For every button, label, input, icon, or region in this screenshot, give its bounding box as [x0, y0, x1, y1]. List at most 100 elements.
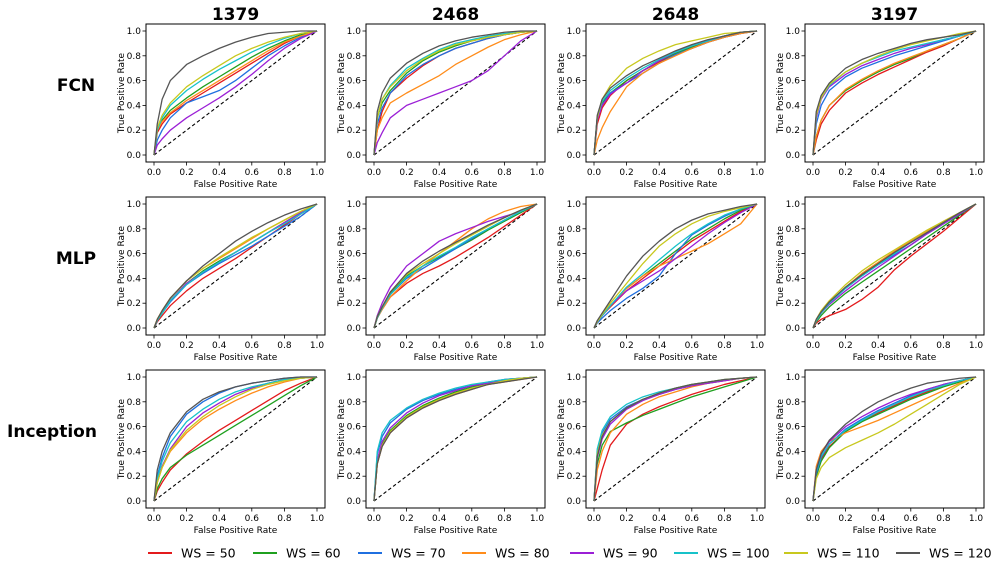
x-tick-label: 0.6 [465, 341, 480, 351]
x-axis-label: False Positive Rate [414, 526, 498, 536]
x-tick-label: 1.0 [310, 341, 325, 351]
plot-frame [804, 23, 985, 163]
x-tick-label: 0.6 [685, 341, 700, 351]
x-tick-label: 0.4 [871, 341, 886, 351]
x-tick-label: 0.0 [587, 168, 602, 178]
chance-line [593, 30, 758, 156]
roc-curve-ws-110 [373, 30, 538, 156]
y-tick-label: 0.4 [786, 101, 801, 111]
chance-line [593, 203, 758, 329]
plot-frame [365, 369, 546, 509]
y-tick-label: 0.4 [347, 101, 362, 111]
y-tick-label: 1.0 [127, 27, 142, 37]
roc-curve-ws-80 [153, 30, 318, 156]
x-tick-label: 0.0 [367, 168, 382, 178]
x-tick-label: 1.0 [530, 341, 545, 351]
y-tick-label: 0.0 [567, 151, 582, 161]
roc-curve-ws-100 [153, 30, 318, 156]
roc-curve-ws-50 [153, 30, 318, 156]
x-axis-label: False Positive Rate [414, 180, 498, 190]
x-tick-label: 0.2 [619, 341, 633, 351]
y-tick-label: 0.8 [347, 398, 362, 408]
x-tick-label: 0.2 [179, 341, 193, 351]
y-tick-label: 1.0 [567, 27, 582, 37]
roc-curve-ws-80 [593, 30, 758, 156]
y-tick-label: 0.8 [786, 398, 801, 408]
roc-curve-ws-110 [153, 376, 318, 502]
y-tick-label: 0.6 [786, 250, 801, 260]
x-tick-label: 0.4 [652, 514, 667, 524]
plot-frame [585, 369, 766, 509]
roc-curve-ws-100 [153, 376, 318, 502]
y-tick-label: 0.0 [127, 151, 142, 161]
roc-curve-ws-80 [812, 30, 977, 156]
x-tick-label: 0.2 [179, 168, 193, 178]
roc-curve-ws-60 [593, 376, 758, 502]
column-title-1379: 1379 [212, 5, 259, 25]
x-tick-label: 0.8 [936, 514, 951, 524]
x-tick-label: 0.6 [245, 168, 260, 178]
y-tick-label: 0.8 [786, 225, 801, 235]
legend-label: WS = 120 [929, 546, 992, 561]
legend-label: WS = 90 [603, 546, 658, 561]
roc-curve-ws-50 [593, 376, 758, 502]
x-tick-label: 0.0 [806, 514, 821, 524]
y-tick-label: 0.6 [347, 250, 362, 260]
roc-curve-ws-50 [812, 30, 977, 156]
plot-frame [365, 196, 546, 336]
x-tick-label: 1.0 [310, 514, 325, 524]
panel-mlp-3197: 0.0 0.0 0.2 0.2 0.4 0.4 0.6 0.6 0.8 0.8 1.0 1.0 Fals… [776, 196, 985, 363]
roc-curve-ws-120 [153, 203, 318, 329]
roc-curve-ws-60 [812, 376, 977, 502]
y-tick-label: 0.8 [567, 398, 582, 408]
x-tick-label: 0.8 [717, 341, 732, 351]
legend-label: WS = 110 [817, 546, 880, 561]
y-tick-label: 0.4 [347, 447, 362, 457]
y-tick-label: 0.4 [786, 274, 801, 284]
x-tick-label: 1.0 [530, 168, 545, 178]
y-tick-label: 0.0 [567, 324, 582, 334]
legend-label: WS = 60 [286, 546, 341, 561]
roc-curve-ws-70 [153, 30, 318, 156]
x-tick-label: 0.2 [399, 341, 413, 351]
y-tick-label: 1.0 [567, 373, 582, 383]
y-tick-label: 0.6 [786, 77, 801, 87]
y-tick-label: 0.0 [567, 497, 582, 507]
legend-label: WS = 70 [391, 546, 446, 561]
chance-line [812, 30, 977, 156]
roc-curve-ws-120 [812, 376, 977, 502]
x-tick-label: 0.4 [432, 514, 447, 524]
x-axis-label: False Positive Rate [414, 353, 498, 363]
x-tick-label: 0.0 [806, 168, 821, 178]
legend-label: WS = 50 [181, 546, 236, 561]
y-axis-label: True Positive Rate [776, 398, 786, 480]
plot-frame [145, 369, 326, 509]
chance-line [153, 30, 318, 156]
roc-curve-ws-110 [593, 203, 758, 329]
roc-curve-ws-50 [812, 203, 977, 329]
roc-curve-ws-120 [593, 376, 758, 502]
y-tick-label: 0.4 [567, 447, 582, 457]
y-axis-label: True Positive Rate [337, 225, 347, 307]
chance-line [373, 203, 538, 329]
y-tick-label: 0.2 [127, 472, 141, 482]
plot-frame [585, 196, 766, 336]
y-axis-label: True Positive Rate [337, 398, 347, 480]
chance-line [153, 203, 318, 329]
y-tick-label: 0.4 [127, 447, 142, 457]
x-tick-label: 0.2 [619, 168, 633, 178]
y-tick-label: 0.0 [127, 324, 142, 334]
y-tick-label: 0.6 [786, 423, 801, 433]
y-tick-label: 0.6 [127, 77, 142, 87]
y-tick-label: 1.0 [127, 200, 142, 210]
x-tick-label: 0.0 [147, 168, 162, 178]
y-tick-label: 0.2 [786, 126, 800, 136]
y-tick-label: 0.6 [347, 423, 362, 433]
y-tick-label: 0.2 [127, 299, 141, 309]
legend-item-ws-60: WS = 60 [253, 546, 341, 561]
y-tick-label: 0.4 [567, 101, 582, 111]
y-axis-label: True Positive Rate [557, 52, 567, 134]
y-tick-label: 0.6 [127, 250, 142, 260]
y-tick-label: 0.2 [127, 126, 141, 136]
panel-mlp-2648: 0.0 0.0 0.2 0.2 0.4 0.4 0.6 0.6 0.8 0.8 1.0 1.0 Fals… [557, 196, 766, 363]
